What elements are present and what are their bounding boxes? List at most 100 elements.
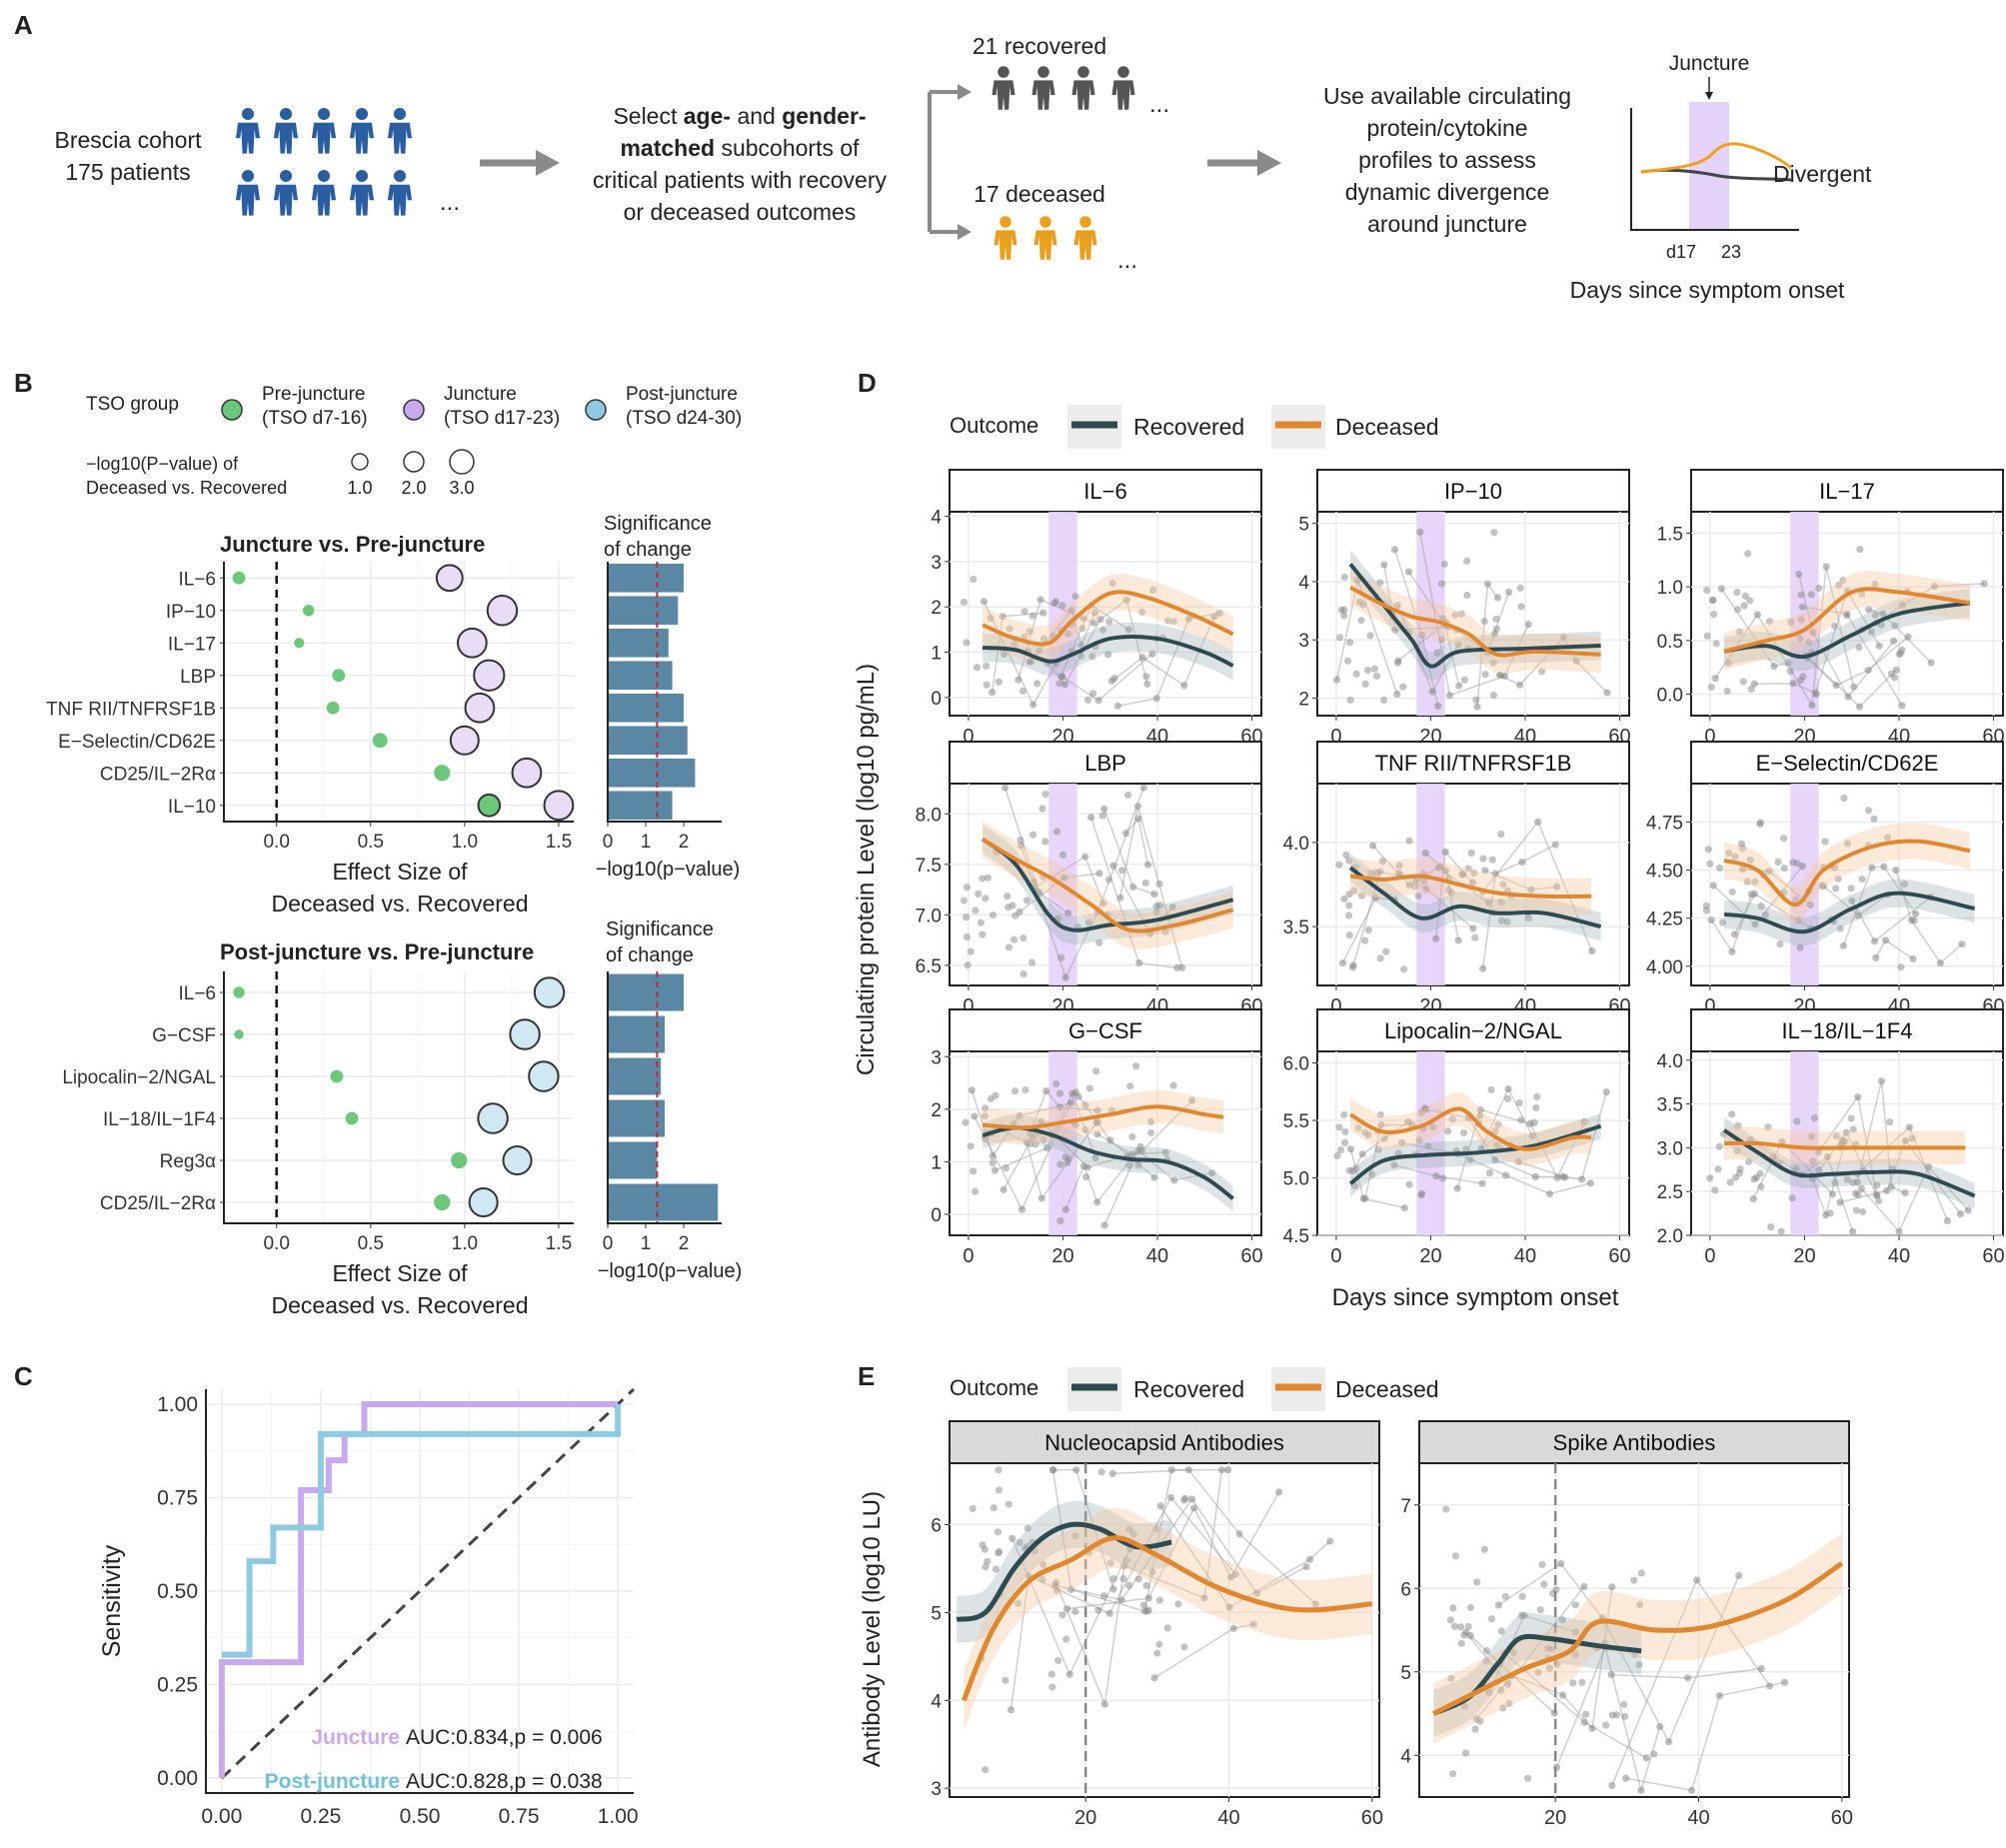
patient-point <box>1098 626 1107 634</box>
ytick-label: 1 <box>931 644 942 665</box>
patient-point <box>1770 662 1778 671</box>
patient-point <box>1518 858 1526 867</box>
person-head <box>1037 66 1049 78</box>
patient-point <box>1550 1709 1558 1717</box>
patient-trajectory <box>1860 1165 1969 1233</box>
ptick-label: 1 <box>641 1233 652 1254</box>
person-head <box>355 169 369 183</box>
patient-point <box>1060 874 1068 882</box>
use-text-line: around juncture <box>1367 211 1527 237</box>
patient-point <box>1210 613 1218 621</box>
select-text-line: Select age- and gender- <box>613 103 866 129</box>
pre-dot <box>345 1111 359 1125</box>
ytick-label: 0.0 <box>1657 686 1683 707</box>
patient-point <box>1015 1111 1023 1120</box>
patient-point <box>1665 1738 1673 1746</box>
patient-point <box>1815 585 1823 593</box>
patient-point <box>1152 902 1160 910</box>
patient-point <box>1457 1639 1465 1647</box>
deceased-line <box>1432 1561 1844 1716</box>
xtick-label: 1.5 <box>546 1233 572 1254</box>
deceased-line <box>1349 874 1592 900</box>
patient-point <box>1781 1678 1789 1686</box>
patient-point <box>1871 580 1879 588</box>
patient-point <box>1095 938 1103 946</box>
person-icon <box>235 107 261 154</box>
select-text-seg: age- <box>684 103 731 129</box>
patient-point <box>1909 954 1917 963</box>
patient-point <box>1081 1101 1089 1109</box>
xtick-label: 0.5 <box>358 832 384 853</box>
patient-point <box>1797 616 1805 624</box>
patient-point <box>1497 830 1505 839</box>
outcome-legend-title: Outcome <box>950 413 1038 438</box>
patient-point <box>1428 688 1436 696</box>
ytick-label: 5 <box>1298 515 1309 536</box>
patient-point <box>1881 936 1890 944</box>
patient-point <box>1099 1592 1108 1600</box>
deceased-line <box>982 837 1234 933</box>
patient-point <box>1161 927 1169 935</box>
patient-point <box>1071 1607 1079 1616</box>
patient-point <box>979 930 987 938</box>
mini-d23: 23 <box>1721 242 1741 262</box>
patient-point <box>1338 958 1346 967</box>
select-text-line: critical patients with recovery <box>593 167 887 193</box>
person-body <box>1033 230 1057 260</box>
person-head <box>241 169 255 183</box>
patient-point <box>1117 867 1126 875</box>
person-head <box>1000 216 1011 228</box>
person-body <box>311 122 337 154</box>
divergent-label: Divergent <box>1773 161 1872 187</box>
patient-point <box>1509 1649 1517 1657</box>
person-icon <box>1073 216 1097 260</box>
patient-point <box>1106 1559 1114 1567</box>
ytick-label: 4 <box>1298 573 1309 594</box>
recovered-ribbon <box>983 825 1233 944</box>
facet-title: IL−18/IL−1F4 <box>1782 1018 1913 1043</box>
patient-point <box>1726 1178 1734 1186</box>
patient-point <box>975 890 983 898</box>
patient-point <box>1823 1152 1832 1161</box>
patient-point <box>1887 670 1896 678</box>
ytick-label: 3.5 <box>1657 1095 1683 1116</box>
patient-point <box>1471 1725 1479 1733</box>
xtick-label: 20 <box>1793 1245 1815 1267</box>
patient-point <box>1150 891 1158 899</box>
patient-point <box>1189 1504 1198 1512</box>
patient-point <box>1002 1676 1009 1684</box>
compare-dot <box>468 1187 499 1217</box>
sig-bar <box>608 1183 719 1221</box>
d-xlabel: Days since symptom onset <box>1332 1284 1619 1311</box>
patient-point <box>1133 803 1142 811</box>
patient-point <box>1789 680 1797 688</box>
ytick-label: 3.5 <box>1283 918 1309 938</box>
patient-point <box>1109 862 1117 870</box>
patient-point <box>1809 1157 1817 1165</box>
patient-point <box>1108 579 1116 588</box>
patient-point <box>1042 1144 1051 1152</box>
person-head <box>998 66 1009 78</box>
patient-point <box>1602 1721 1610 1729</box>
patient-point <box>1460 1702 1469 1711</box>
ytick-label: 2.5 <box>1657 1182 1683 1203</box>
patient-point <box>1812 691 1820 699</box>
patient-point <box>1054 1656 1062 1665</box>
patient-point <box>1613 1711 1621 1719</box>
patient-point <box>1839 577 1847 585</box>
tso-legend-sub: (TSO d24-30) <box>626 408 742 429</box>
sig-bar <box>608 973 684 1011</box>
patient-point <box>1572 657 1580 665</box>
patient-point <box>994 1528 1002 1536</box>
patient-point <box>1442 867 1450 875</box>
patient-point <box>1740 602 1748 610</box>
patient-point <box>1061 1205 1069 1213</box>
patient-point <box>1009 935 1018 943</box>
patient-point <box>1348 963 1357 971</box>
patient-point <box>1390 1161 1398 1169</box>
patient-point <box>1422 885 1430 893</box>
patient-point <box>1448 1770 1457 1778</box>
patient-point <box>1835 581 1843 590</box>
